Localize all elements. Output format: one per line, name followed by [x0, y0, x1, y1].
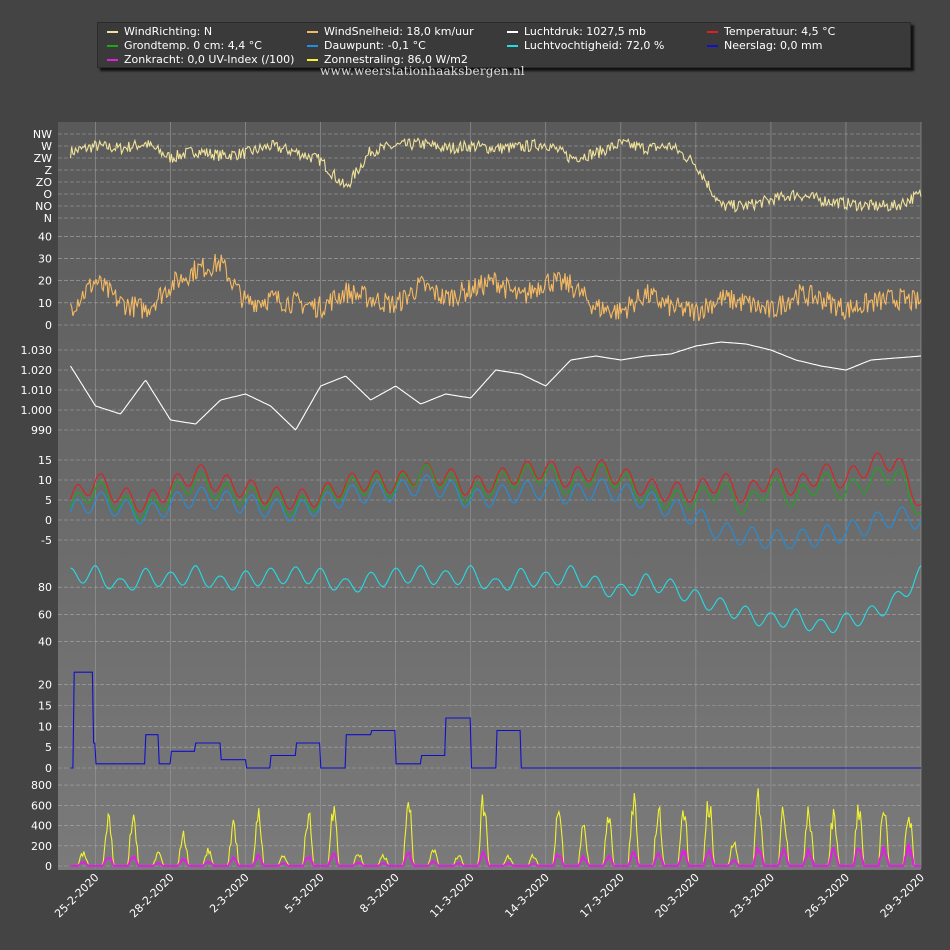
y-tick-label: 20	[38, 679, 52, 692]
y-tick-label: 40	[38, 635, 52, 648]
y-tick-label: 1.030	[21, 344, 53, 357]
x-tick-label: 20-3-2020	[653, 871, 702, 920]
x-tick-label: 17-3-2020	[577, 871, 626, 920]
legend-swatch	[107, 31, 118, 33]
plot-background	[58, 122, 921, 870]
y-tick-label: 1.010	[21, 384, 53, 397]
legend-item-neerslag: Neerslag: 0,0 mm	[704, 39, 822, 52]
legend-label: Luchtdruk: 1027,5 mb	[524, 25, 646, 38]
y-tick-label: 600	[31, 799, 52, 812]
x-tick-label: 28-2-2020	[127, 871, 176, 920]
y-tick-label: 10	[38, 297, 52, 310]
x-tick-label: 2-3-2020	[207, 871, 252, 916]
y-tick-label: 990	[31, 424, 52, 437]
legend-swatch	[307, 31, 318, 33]
legend-swatch	[107, 59, 118, 61]
series-line-luchtdruk	[70, 341, 922, 431]
y-tick-label: 10	[38, 720, 52, 733]
legend-item-zonkracht: Zonkracht: 0,0 UV-Index (/100)	[104, 53, 294, 66]
x-tick-label: 26-3-2020	[803, 871, 852, 920]
y-tick-label: -5	[41, 534, 52, 547]
legend-item-grondtemp: Grondtemp. 0 cm: 4,4 °C	[104, 39, 262, 52]
y-tick-label: 200	[31, 840, 52, 853]
y-tick-label: 30	[38, 253, 52, 266]
y-tick-label: 60	[38, 608, 52, 621]
y-tick-label: 0	[45, 860, 52, 873]
series-line-dauwpunt	[69, 474, 922, 549]
legend-item-luchtdruk: Luchtdruk: 1027,5 mb	[504, 25, 646, 38]
legend-swatch	[107, 45, 118, 47]
legend-swatch	[507, 31, 518, 33]
plot-area	[58, 122, 921, 870]
y-tick-label: 400	[31, 820, 52, 833]
legend-item-temperatuur: Temperatuur: 4,5 °C	[704, 25, 835, 38]
y-tick-label: Z	[44, 164, 52, 177]
series-line-luchtvochtigheid	[70, 564, 922, 634]
x-tick-label: 29-3-2020	[878, 871, 927, 920]
y-tick-label: 80	[38, 581, 52, 594]
legend-label: Grondtemp. 0 cm: 4,4 °C	[124, 39, 262, 52]
y-tick-label: 40	[38, 230, 52, 243]
y-tick-label: 5	[45, 741, 52, 754]
x-tick-label: 11-3-2020	[427, 871, 476, 920]
legend-label: WindRichting: N	[124, 25, 213, 38]
y-tick-label: 1.020	[21, 364, 53, 377]
x-tick-label: 25-2-2020	[52, 871, 101, 920]
legend-label: Zonkracht: 0,0 UV-Index (/100)	[124, 53, 295, 66]
y-tick-label: ZW	[34, 152, 53, 165]
legend-swatch	[307, 45, 318, 47]
legend-item-windrichting: WindRichting: N	[104, 25, 212, 38]
legend-item-windsnelheid: WindSnelheid: 18,0 km/uur	[304, 25, 474, 38]
series-line-windsnelheid	[69, 253, 922, 322]
series-line-zonkracht-x-	[70, 842, 921, 867]
legend-label: Temperatuur: 4,5 °C	[724, 25, 836, 38]
y-tick-label: O	[43, 188, 52, 201]
y-tick-label: 0	[45, 762, 52, 775]
legend: WindRichting: N WindSnelheid: 18,0 km/uu…	[97, 22, 911, 68]
series-line-temperatuur	[69, 452, 922, 513]
y-tick-label: 20	[38, 275, 52, 288]
legend-swatch	[307, 59, 318, 61]
x-tick-label: 8-3-2020	[357, 871, 402, 916]
legend-swatch	[507, 45, 518, 47]
legend-label: WindSnelheid: 18,0 km/uur	[324, 25, 474, 38]
x-tick-label: 23-3-2020	[728, 871, 777, 920]
x-tick-label: 5-3-2020	[282, 871, 327, 916]
site-url: www.weerstationhaaksbergen.nl	[320, 64, 525, 78]
y-tick-label: NW	[33, 128, 52, 141]
legend-swatch	[707, 45, 718, 47]
y-tick-label: 0	[45, 514, 52, 527]
legend-label: Neerslag: 0,0 mm	[724, 39, 823, 52]
x-tick-label: 14-3-2020	[502, 871, 551, 920]
series-line-neerslag	[70, 671, 921, 769]
y-tick-label: NO	[35, 200, 52, 213]
legend-item-luchtvochtigheid: Luchtvochtigheid: 72,0 %	[504, 39, 664, 52]
legend-item-zonnestraling: Zonnestraling: 86,0 W/m2	[304, 53, 468, 66]
series-line-windrichting	[69, 137, 922, 213]
y-tick-label: ZO	[36, 176, 53, 189]
y-tick-label: W	[41, 140, 52, 153]
y-tick-label: 5	[45, 494, 52, 507]
y-tick-label: N	[44, 212, 52, 225]
y-tick-label: 15	[38, 454, 52, 467]
y-tick-label: 800	[31, 779, 52, 792]
series-line-grondtemp-cm	[69, 463, 922, 521]
legend-label: Zonnestraling: 86,0 W/m2	[324, 53, 468, 66]
data-series	[69, 137, 922, 867]
legend-swatch	[707, 31, 718, 33]
y-tick-label: 10	[38, 474, 52, 487]
legend-label: Luchtvochtigheid: 72,0 %	[524, 39, 665, 52]
y-tick-label: 0	[45, 319, 52, 332]
legend-label: Dauwpunt: -0,1 °C	[324, 39, 426, 52]
legend-item-dauwpunt: Dauwpunt: -0,1 °C	[304, 39, 426, 52]
y-tick-label: 1.000	[21, 404, 53, 417]
y-tick-label: 15	[38, 700, 52, 713]
